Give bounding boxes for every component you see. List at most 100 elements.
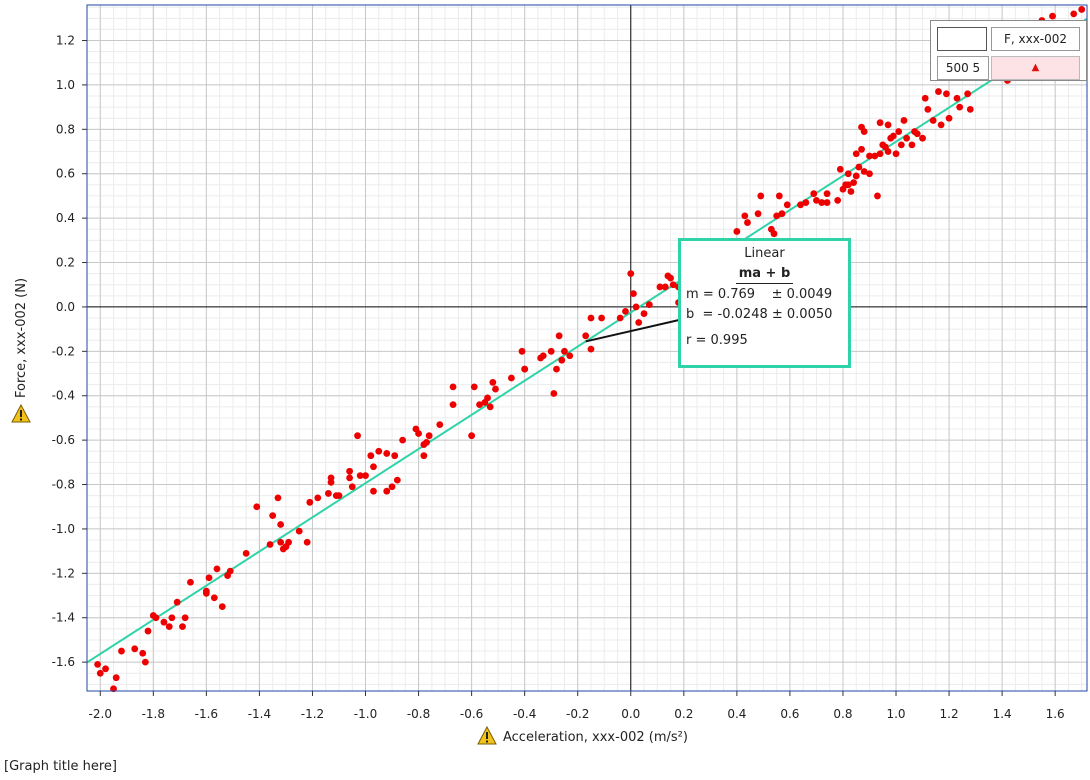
- data-point: [900, 117, 908, 124]
- data-point: [218, 603, 226, 611]
- data-point: [847, 188, 855, 195]
- data-point: [622, 307, 629, 315]
- data-point: [818, 199, 826, 206]
- data-point: [757, 192, 765, 200]
- data-point: [165, 623, 173, 631]
- data-point: [242, 549, 250, 557]
- data-point: [956, 103, 964, 111]
- data-point: [919, 134, 926, 142]
- data-point: [354, 432, 361, 440]
- triangle-up-icon[interactable]: ▲: [991, 56, 1080, 80]
- x-tick-label: -1.6: [195, 707, 218, 721]
- grid: [87, 5, 1087, 691]
- data-point: [616, 314, 624, 322]
- data-point: [202, 587, 210, 595]
- data-point: [778, 210, 786, 218]
- data-point: [645, 301, 653, 309]
- data-point: [669, 281, 677, 289]
- legend-series-label[interactable]: F, xxx-002: [991, 27, 1080, 51]
- data-point: [102, 665, 109, 673]
- data-point: [253, 503, 261, 511]
- data-point: [844, 181, 852, 189]
- data-point: [94, 660, 102, 668]
- linear-fit-annotation[interactable]: Linear ma + b m = 0.769 ± 0.0049 b = -0.…: [678, 238, 851, 368]
- data-point: [110, 685, 117, 693]
- data-point: [393, 476, 401, 484]
- data-point: [335, 492, 343, 500]
- x-tick-label: -0.2: [566, 707, 589, 721]
- data-point: [558, 356, 566, 364]
- data-point: [598, 314, 605, 322]
- x-axis-title[interactable]: Acceleration, xxx-002 (m/s²): [503, 730, 688, 745]
- data-point: [346, 467, 353, 475]
- plot-area-border: [86, 4, 1088, 692]
- data-point: [860, 168, 868, 175]
- fit-correlation-row: r = 0.995: [686, 333, 748, 348]
- y-tick-label: -0.8: [52, 478, 75, 492]
- data-point: [587, 345, 595, 353]
- data-point: [181, 614, 189, 622]
- data-point: [582, 332, 590, 340]
- data-point: [539, 352, 547, 360]
- data-point: [399, 436, 407, 444]
- legend[interactable]: F, xxx-002 500 5 ▲: [930, 20, 1087, 81]
- data-point: [874, 192, 881, 200]
- data-point: [144, 627, 152, 635]
- y-tick-label: -1.4: [52, 611, 75, 625]
- data-point: [269, 512, 277, 520]
- data-point: [131, 645, 139, 653]
- data-point: [852, 172, 860, 180]
- data-point: [324, 490, 332, 497]
- data-point: [929, 117, 937, 124]
- fit-intercept-error: ± 0.0050: [771, 307, 833, 322]
- data-point: [484, 394, 491, 402]
- data-point: [356, 472, 364, 480]
- data-point: [754, 210, 762, 218]
- fit-annotation-pointer: [585, 319, 680, 343]
- x-tick-label: -1.2: [301, 707, 324, 721]
- fit-title: Linear: [744, 246, 785, 261]
- data-point: [547, 347, 555, 355]
- data-point: [876, 119, 884, 127]
- data-point: [844, 170, 852, 178]
- data-point: [834, 196, 842, 204]
- data-point: [884, 121, 892, 129]
- x-tick-labels: -2.0 -1.8 -1.6 -1.4 -1.2 -1.0 -0.8 -0.6 -0.4 -0.2…: [89, 691, 1065, 721]
- data-point: [945, 114, 953, 122]
- data-point: [277, 538, 285, 546]
- y-tick-labels: -1.6 -1.4 -1.2 -1.0 -0.8 -0.6 -0.4 -0.2 0.0 0.2 0.…: [52, 34, 87, 669]
- fit-intercept-value: = -0.0248: [702, 307, 768, 322]
- fit-equation: ma + b: [735, 266, 794, 284]
- legend-color-swatch[interactable]: [937, 27, 987, 51]
- data-point: [388, 483, 396, 491]
- data-point: [632, 303, 640, 311]
- data-point: [964, 90, 972, 98]
- data-point: [953, 94, 961, 102]
- data-point: [449, 401, 457, 409]
- data-point: [587, 314, 595, 322]
- y-tick-label: -1.2: [52, 566, 75, 580]
- y-axis-warning-icon[interactable]: [11, 403, 31, 423]
- y-axis-title[interactable]: Force, xxx-002 (N): [14, 278, 29, 398]
- data-point: [903, 134, 911, 142]
- data-point: [733, 228, 741, 235]
- data-point: [362, 472, 369, 480]
- data-point: [168, 614, 176, 622]
- graph-title[interactable]: [Graph title here]: [4, 759, 117, 774]
- data-point: [295, 527, 303, 535]
- data-point: [348, 483, 356, 491]
- data-point: [210, 594, 218, 602]
- data-point: [489, 379, 497, 386]
- data-point: [661, 283, 669, 291]
- x-axis-warning-icon[interactable]: [477, 725, 497, 745]
- data-point: [139, 649, 147, 657]
- x-tick-label: -1.0: [354, 707, 377, 721]
- data-point: [855, 163, 863, 171]
- data-point: [285, 538, 292, 546]
- fit-slope-error: ± 0.0049: [771, 287, 833, 302]
- data-point: [860, 128, 868, 135]
- data-point: [627, 270, 635, 278]
- data-point: [1070, 10, 1078, 18]
- data-point: [205, 574, 213, 582]
- data-point: [935, 88, 942, 95]
